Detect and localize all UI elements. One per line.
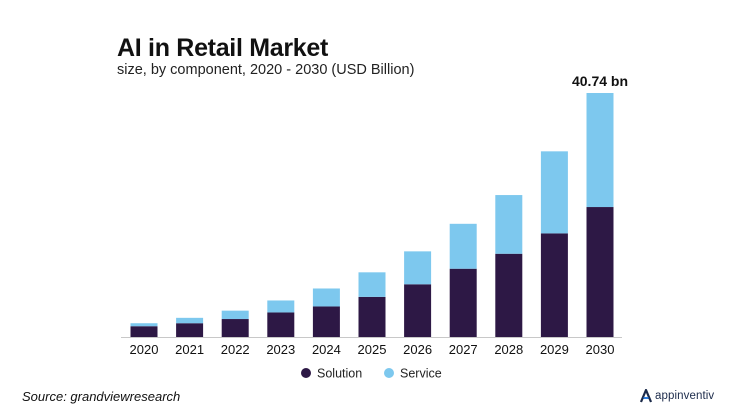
legend-marker-solution — [301, 368, 311, 378]
bar-service-2025 — [358, 272, 386, 297]
legend-marker-service — [384, 368, 394, 378]
brand-name: appinventiv — [655, 390, 715, 402]
bar-solution-2029 — [540, 233, 568, 337]
bar-service-2026 — [404, 251, 432, 285]
brand-logo: appinventiv — [640, 386, 714, 406]
bar-solution-2030 — [586, 207, 614, 337]
bar-service-2029 — [540, 151, 568, 234]
bar-solution-2024 — [312, 306, 340, 337]
bar-solution-2022 — [221, 319, 249, 337]
x-tick-label-2029: 2029 — [540, 342, 569, 357]
bar-service-2022 — [221, 310, 249, 320]
bar-service-2030 — [586, 93, 614, 208]
x-tick-label-2020: 2020 — [130, 342, 159, 357]
bar-solution-2026 — [404, 284, 432, 337]
x-tick-label-2030: 2030 — [586, 342, 615, 357]
source-note: Source: grandviewresearch — [22, 389, 181, 404]
x-tick-label-2024: 2024 — [312, 342, 341, 357]
bar-solution-2028 — [495, 253, 523, 337]
bar-solution-2023 — [267, 312, 295, 337]
x-tick-label-2028: 2028 — [494, 342, 523, 357]
bar-solution-2027 — [449, 268, 477, 337]
appinventiv-logo-icon — [640, 389, 652, 403]
x-tick-label-2025: 2025 — [358, 342, 387, 357]
x-tick-label-2021: 2021 — [175, 342, 204, 357]
x-tick-label-2027: 2027 — [449, 342, 478, 357]
chart-title: AI in Retail Market — [117, 34, 329, 62]
legend-label-solution: Solution — [317, 367, 362, 381]
bar-service-2021 — [176, 317, 204, 324]
bar-solution-2021 — [176, 323, 204, 337]
x-tick-label-2022: 2022 — [221, 342, 250, 357]
bar-service-2028 — [495, 195, 523, 254]
chart-subtitle: size, by component, 2020 - 2030 (USD Bil… — [117, 62, 415, 78]
x-tick-label-2023: 2023 — [266, 342, 295, 357]
legend-label-service: Service — [400, 367, 442, 381]
bar-solution-2020 — [130, 326, 158, 337]
data-label-total-2030: 40.74 bn — [572, 73, 628, 89]
bar-service-2027 — [449, 223, 477, 269]
x-tick-label-2026: 2026 — [403, 342, 432, 357]
bar-solution-2025 — [358, 296, 386, 337]
bar-service-2020 — [130, 323, 158, 327]
bar-service-2024 — [312, 288, 340, 307]
bar-service-2023 — [267, 300, 295, 313]
